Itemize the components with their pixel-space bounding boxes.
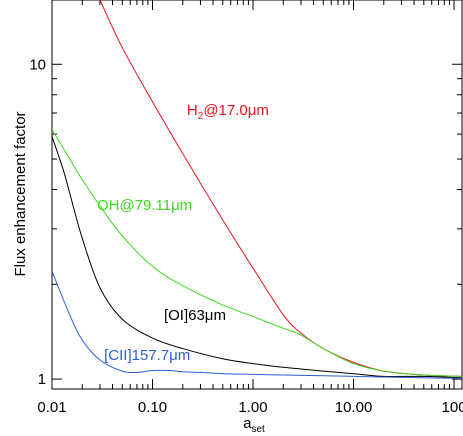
series-line-3 xyxy=(52,271,462,379)
y-tick-label: 10 xyxy=(29,56,46,73)
series-line-0 xyxy=(99,0,462,377)
series-line-1 xyxy=(52,129,462,377)
y-axis-label: Flux enhancement factor xyxy=(12,111,29,276)
x-axis-ticks: 0.01 0.10 1.00 10.00 100 xyxy=(37,0,463,416)
x-tick-label: 100 xyxy=(442,399,463,416)
x-axis-label: aset xyxy=(243,415,265,435)
series-labels: H2@17.0μm OH@79.11μm [OI]63μm [CII]157.7μm xyxy=(97,102,269,364)
y-axis-ticks: 1 10 xyxy=(29,56,462,388)
plot-frame xyxy=(51,0,463,390)
series-label-1: OH@79.11μm xyxy=(97,197,192,214)
x-tick-label: 0.10 xyxy=(138,399,167,416)
x-tick-label: 1.00 xyxy=(238,399,267,416)
series-lines xyxy=(52,0,462,379)
series-label-3: [CII]157.7μm xyxy=(104,347,190,364)
y-tick-label: 1 xyxy=(38,371,46,388)
x-tick-label: 10.00 xyxy=(335,399,373,416)
x-tick-label: 0.01 xyxy=(37,399,66,416)
series-label-2: [OI]63μm xyxy=(164,307,226,324)
series-line-2 xyxy=(52,136,462,379)
series-label-0: H2@17.0μm xyxy=(187,102,269,122)
